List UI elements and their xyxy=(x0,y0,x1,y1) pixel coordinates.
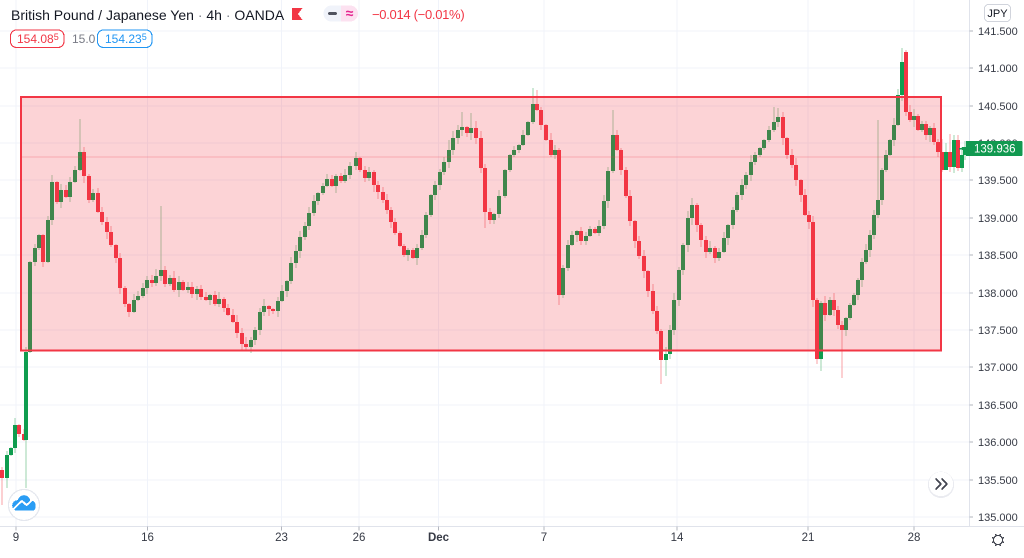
svg-text:136.500: 136.500 xyxy=(978,400,1018,412)
svg-text:135.500: 135.500 xyxy=(978,475,1018,487)
svg-text:−0.014 (−0.01%): −0.014 (−0.01%) xyxy=(372,7,464,22)
svg-text:141.000: 141.000 xyxy=(978,63,1018,75)
svg-text:154.235: 154.235 xyxy=(105,32,147,46)
svg-text:136.000: 136.000 xyxy=(978,437,1018,449)
svg-text:21: 21 xyxy=(802,532,815,544)
svg-text:15.0: 15.0 xyxy=(72,32,96,46)
svg-text:26: 26 xyxy=(353,532,366,544)
svg-text:14: 14 xyxy=(671,532,684,544)
svg-text:≈: ≈ xyxy=(346,5,354,21)
svg-text:141.500: 141.500 xyxy=(978,26,1018,38)
svg-text:JPY: JPY xyxy=(987,8,1008,20)
svg-text:140.500: 140.500 xyxy=(978,101,1018,113)
svg-text:9: 9 xyxy=(13,532,19,544)
svg-text:137.500: 137.500 xyxy=(978,325,1018,337)
svg-text:138.000: 138.000 xyxy=(978,288,1018,300)
svg-text:137.000: 137.000 xyxy=(978,362,1018,374)
svg-text:British Pound / Japanese Yen ·: British Pound / Japanese Yen · 4h · OAND… xyxy=(11,7,285,23)
svg-text:16: 16 xyxy=(141,532,154,544)
svg-text:139.000: 139.000 xyxy=(978,213,1018,225)
svg-text:7: 7 xyxy=(541,532,547,544)
svg-text:139.936: 139.936 xyxy=(974,144,1016,156)
svg-text:138.500: 138.500 xyxy=(978,250,1018,262)
svg-text:Dec: Dec xyxy=(428,532,450,544)
svg-text:135.000: 135.000 xyxy=(978,512,1018,524)
svg-text:23: 23 xyxy=(275,532,288,544)
svg-text:28: 28 xyxy=(908,532,921,544)
svg-text:139.500: 139.500 xyxy=(978,175,1018,187)
svg-text:154.085: 154.085 xyxy=(17,32,59,46)
